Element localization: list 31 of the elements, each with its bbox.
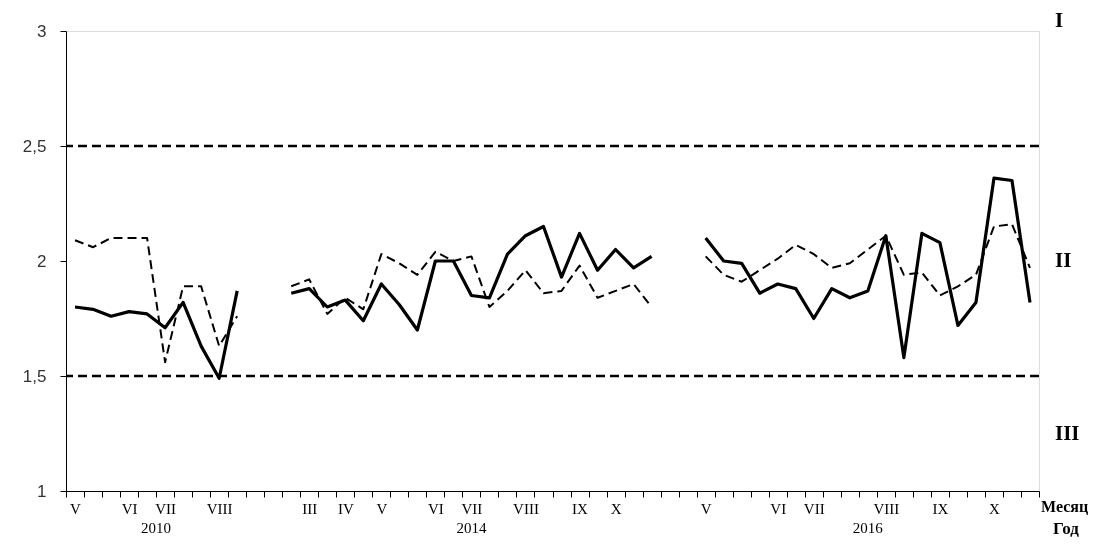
x-tick-label: VI [427, 500, 444, 517]
y-tick-label: 2,5 [22, 136, 47, 156]
text: III [1055, 420, 1080, 445]
x-tick-label: IX [572, 500, 589, 517]
x-tick-label: V [70, 500, 82, 517]
x-tick-label: VIII [873, 500, 900, 517]
x-tick-label: IV [337, 500, 354, 517]
text: 2010 [141, 520, 172, 536]
y-tick-label: 1,5 [22, 366, 47, 386]
x-tick-label: III [302, 500, 318, 517]
x-tick-label: VII [803, 500, 825, 517]
x-tick-label: VII [461, 500, 483, 517]
x-tick-label: VI [770, 500, 787, 517]
x-tick-label: V [700, 500, 712, 517]
y-tick-label: 3 [37, 21, 47, 41]
x-tick-label: X [989, 500, 1001, 517]
text: 2014 [456, 520, 487, 536]
x-tick-label: VI [121, 500, 138, 517]
x-tick-label: V [376, 500, 388, 517]
text: Год [1053, 519, 1080, 538]
text: I [1055, 8, 1064, 32]
x-tick-label: IX [932, 500, 949, 517]
text: II [1055, 248, 1072, 272]
x-tick-label: VIII [206, 500, 233, 517]
x-tick-label: VIII [513, 500, 539, 517]
x-tick-label: X [610, 500, 622, 517]
x-tick-label: VII [155, 500, 177, 517]
y-tick-label: 2 [37, 251, 47, 271]
text: 2016 [852, 520, 884, 536]
y-tick-label: 1 [37, 481, 47, 501]
x-axis-title: Месяц [1041, 498, 1089, 515]
